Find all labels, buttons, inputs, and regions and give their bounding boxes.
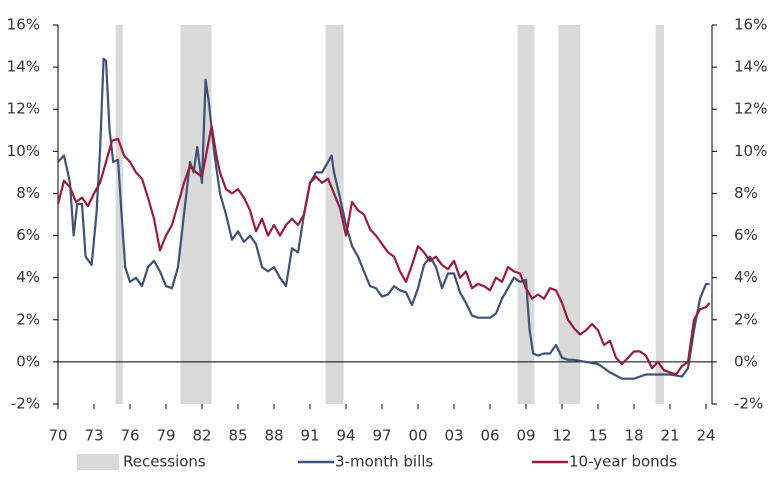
recession-band <box>558 25 580 404</box>
legend-label: 10-year bonds <box>569 453 677 471</box>
x-tick-label: 24 <box>696 427 715 445</box>
recession-band <box>325 25 344 404</box>
y-tick-label: 6% <box>16 226 40 244</box>
x-tick-label: 79 <box>156 427 175 445</box>
x-tick-label: 09 <box>516 427 535 445</box>
y2-tick-label: 16% <box>734 16 767 34</box>
y2-tick-label: 2% <box>734 310 758 328</box>
x-tick-label: 03 <box>444 427 463 445</box>
y-tick-label: -2% <box>11 395 40 413</box>
x-tick-label: 12 <box>552 427 571 445</box>
y2-tick-label: -2% <box>734 395 763 413</box>
y2-tick-label: 0% <box>734 352 758 370</box>
y-tick-label: 16% <box>7 16 40 34</box>
series-line <box>57 57 710 380</box>
y-tick-label: 2% <box>16 310 40 328</box>
x-tick-label: 85 <box>228 427 247 445</box>
x-tick-label: 91 <box>300 427 319 445</box>
y2-tick-label: 10% <box>734 142 767 160</box>
x-tick-label: 21 <box>660 427 679 445</box>
legend-label: Recessions <box>123 453 206 471</box>
x-tick-label: 94 <box>336 427 355 445</box>
x-tick-label: 06 <box>480 427 499 445</box>
x-tick-label: 70 <box>48 427 67 445</box>
y-tick-label: 10% <box>7 142 40 160</box>
y-tick-label: 0% <box>16 352 40 370</box>
y2-tick-label: 14% <box>734 58 767 76</box>
y2-tick-label: 12% <box>734 100 767 118</box>
x-tick-label: 88 <box>264 427 283 445</box>
x-tick-label: 97 <box>372 427 391 445</box>
x-tick-label: 00 <box>408 427 427 445</box>
x-tick-label: 82 <box>192 427 211 445</box>
recession-band <box>115 25 123 404</box>
y2-tick-label: 4% <box>734 268 758 286</box>
legend-swatch <box>77 454 119 470</box>
y-tick-label: 8% <box>16 184 40 202</box>
y-tick-label: 12% <box>7 100 40 118</box>
recession-band <box>655 25 664 404</box>
series-line <box>56 125 711 376</box>
y2-tick-label: 6% <box>734 226 758 244</box>
y2-tick-label: 8% <box>734 184 758 202</box>
y-tick-label: 14% <box>7 58 40 76</box>
legend-label: 3-month bills <box>335 453 433 471</box>
x-tick-label: 15 <box>588 427 607 445</box>
x-tick-label: 18 <box>624 427 643 445</box>
recession-band <box>517 25 535 404</box>
x-tick-label: 76 <box>120 427 139 445</box>
x-tick-label: 73 <box>84 427 103 445</box>
y-tick-label: 4% <box>16 268 40 286</box>
